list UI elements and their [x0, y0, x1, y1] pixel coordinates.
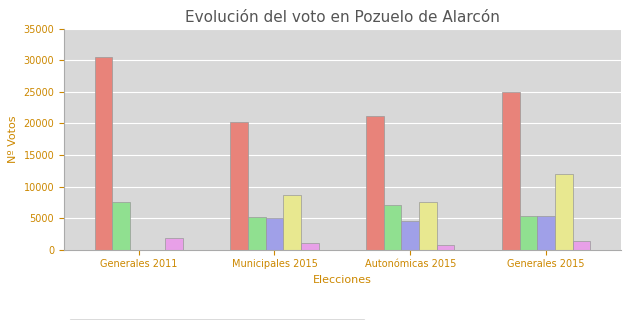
Bar: [502, 92, 520, 250]
Bar: [301, 243, 319, 250]
Bar: [401, 221, 419, 250]
Bar: [266, 218, 284, 250]
Bar: [95, 57, 112, 250]
Y-axis label: Nº Votos: Nº Votos: [8, 116, 18, 163]
Bar: [165, 238, 183, 250]
Bar: [384, 205, 401, 250]
Bar: [436, 244, 454, 250]
Bar: [555, 174, 573, 250]
Bar: [573, 241, 590, 250]
Bar: [284, 195, 301, 250]
Bar: [520, 216, 538, 250]
Bar: [366, 116, 384, 250]
Bar: [248, 217, 266, 250]
X-axis label: Elecciones: Elecciones: [313, 275, 372, 285]
Title: Evolución del voto en Pozuelo de Alarcón: Evolución del voto en Pozuelo de Alarcón: [185, 10, 500, 25]
Bar: [230, 122, 248, 250]
Bar: [538, 216, 555, 250]
Legend: PP, PSOE, Podemos, Ciudadanos, IU: PP, PSOE, Podemos, Ciudadanos, IU: [69, 319, 365, 320]
Bar: [112, 202, 130, 250]
Bar: [419, 202, 436, 250]
